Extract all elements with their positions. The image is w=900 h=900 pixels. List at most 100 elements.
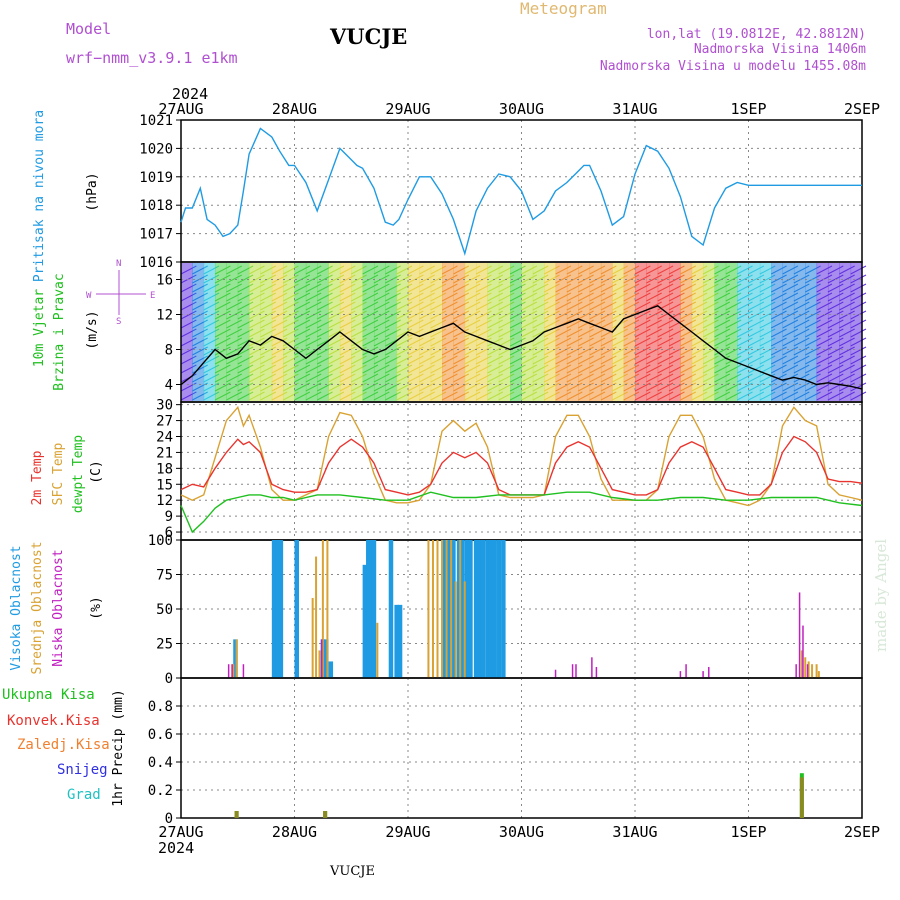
- wind-barb-band: [294, 263, 307, 401]
- series-line-dewpoint: [180, 491, 863, 534]
- time-label-top: 28AUG: [272, 100, 317, 118]
- time-label-top: 2SEP: [844, 100, 880, 118]
- wind-barb-band: [498, 263, 511, 401]
- cloud-bar: [807, 661, 810, 678]
- time-label-top: 30AUG: [499, 100, 544, 118]
- cloud-bar: [473, 540, 479, 678]
- dewpoint-label: dewpt Temp: [71, 435, 86, 513]
- cloud-bar: [468, 540, 473, 678]
- compass-n: N: [116, 259, 121, 269]
- compass-e: E: [150, 291, 155, 301]
- cloud-bar: [488, 540, 494, 678]
- pressure-panel: Pritisak na nivou mora (hPa): [32, 110, 100, 282]
- y-tick-label: 0.2: [148, 783, 173, 799]
- sfc-temp-label: SFC Temp: [51, 443, 66, 506]
- cloud-bar: [802, 625, 804, 678]
- time-label-top: 27AUG: [158, 100, 203, 118]
- y-tick-label: 12: [156, 308, 173, 324]
- wind-barb-band: [487, 263, 500, 401]
- cloud-bar: [679, 671, 682, 678]
- precip-panel: 1hr Precip (mm) Ukupna Kisa Konvek.Kisa …: [2, 687, 126, 807]
- cloud-bar: [595, 666, 598, 678]
- cloud-bar: [320, 639, 323, 678]
- wind-barb-band: [396, 263, 409, 401]
- cloud-bar: [685, 664, 687, 678]
- legend-snow: Snijeg: [57, 762, 108, 778]
- cloud-bar: [456, 540, 462, 678]
- wind-barb-band: [181, 263, 193, 401]
- precip-bar: [323, 811, 328, 818]
- wind-barb-band: [566, 263, 579, 401]
- y-tick-label: 8: [165, 343, 173, 359]
- cloud-bar: [233, 639, 238, 678]
- series-line-sfc-temp: [180, 405, 863, 507]
- wind-barb-band: [589, 263, 602, 401]
- cloud-bar: [554, 669, 557, 678]
- time-label-bottom: 31AUG: [612, 823, 657, 841]
- cloud-bar: [294, 540, 300, 678]
- cloud-bar: [441, 540, 444, 678]
- cloud-bar: [501, 540, 506, 678]
- wind-barb-band: [385, 263, 398, 401]
- wind-barb-band: [283, 263, 295, 401]
- wind-barb-band: [226, 263, 239, 401]
- cloud-bar: [271, 540, 277, 678]
- cloud-bar: [798, 592, 801, 678]
- y-tick-label: 24: [156, 430, 173, 446]
- wind-barb-band: [351, 263, 364, 401]
- wind-barb-band: [317, 263, 330, 401]
- cloud-bar: [571, 664, 574, 678]
- wind-barb-band: [362, 263, 375, 401]
- y-tick-label: 0: [165, 671, 173, 687]
- legend-hail: Grad: [67, 787, 101, 803]
- precip-bar: [234, 811, 239, 818]
- cloud-bar: [368, 540, 373, 678]
- cloud-bar: [795, 664, 797, 678]
- wind-barb-band: [782, 263, 795, 401]
- wind-barb-band: [430, 263, 443, 401]
- cloud-unit: (%): [89, 596, 104, 619]
- cloud-bar: [275, 540, 280, 678]
- temp-unit: (C): [89, 460, 104, 483]
- cloud-bar: [362, 564, 368, 678]
- cloud-bar: [235, 639, 238, 678]
- cloud-bar: [232, 664, 235, 678]
- credit-text: made by Angel: [872, 539, 890, 652]
- y-tick-label: 30: [156, 398, 173, 414]
- cloud-bar: [708, 666, 710, 678]
- cloud-bar: [485, 540, 490, 678]
- legend-freezing-rain: Zaledj.Kisa: [17, 737, 110, 753]
- time-label-bottom: 29AUG: [385, 823, 430, 841]
- wind-barb-band: [510, 263, 522, 401]
- plot-area: 1016101710181019102010214812166912151821…: [139, 113, 867, 827]
- wind-barb-band: [339, 263, 352, 401]
- wind-barb-band: [555, 263, 568, 401]
- cloud-bar: [324, 639, 329, 678]
- cloud-bar: [492, 540, 497, 678]
- cloud-bar: [477, 540, 482, 678]
- compass-s: S: [116, 317, 121, 327]
- cloud-bar: [446, 540, 452, 678]
- time-label-bottom: 2SEP: [844, 823, 880, 841]
- wind-barb-band: [419, 263, 432, 401]
- cloud-bar: [431, 540, 434, 678]
- wind-label-2: Brzina i Pravac: [52, 273, 67, 390]
- cloud-bar: [815, 664, 818, 678]
- product-title: Meteogram: [520, 0, 607, 18]
- y-tick-label: 1018: [139, 198, 173, 214]
- time-label-bottom: 28AUG: [272, 823, 317, 841]
- wind-barb-band: [635, 263, 647, 401]
- y-tick-label: 25: [156, 637, 173, 653]
- cloud-bar: [480, 540, 486, 678]
- panel-border: [180, 401, 863, 541]
- cloud-bar: [806, 664, 809, 678]
- wind-barb-band: [408, 263, 420, 401]
- wind-barb-band: [271, 263, 284, 401]
- time-label-top: 1SEP: [730, 100, 766, 118]
- time-label-bottom: 30AUG: [499, 823, 544, 841]
- y-tick-label: 75: [156, 568, 173, 584]
- cloud-bar: [575, 664, 577, 678]
- cloud-bar: [311, 597, 314, 678]
